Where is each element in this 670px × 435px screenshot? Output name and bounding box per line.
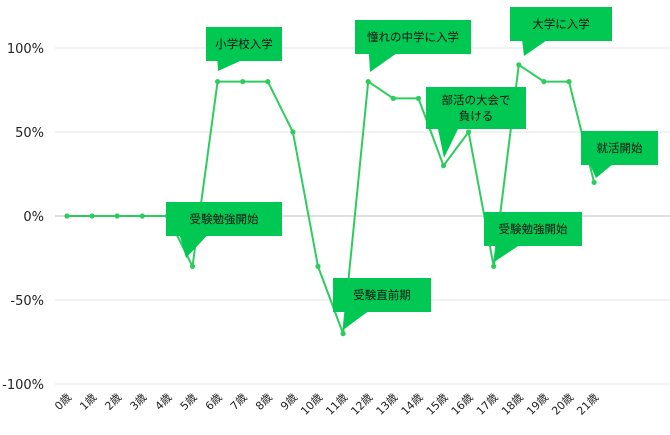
data-point [365,79,371,85]
data-point [215,79,221,85]
x-tick-label: 16歳 [449,391,476,418]
x-tick-label: 1歳 [77,391,99,413]
y-tick-label: -100% [2,378,44,393]
annotation-label: 大学に入学 [532,17,590,31]
data-point [516,62,522,68]
annotation-callout [581,131,658,178]
annotation-label: 受験勉強開始 [190,212,259,226]
data-point [415,95,421,101]
data-point [591,179,597,185]
data-point [566,79,572,85]
x-tick-label: 13歳 [374,391,401,418]
x-tick-label: 10歳 [298,391,325,418]
annotation-callout [355,20,471,72]
x-tick-label: 3歳 [128,391,150,413]
data-point [315,263,321,269]
x-tick-label: 6歳 [203,391,225,413]
data-point [189,263,196,269]
data-point [265,79,271,85]
x-tick-label: 4歳 [153,391,175,413]
data-point [290,129,296,135]
x-tick-label: 20歳 [549,391,576,418]
x-tick-label: 9歳 [278,391,300,413]
y-tick-label: -50% [10,294,44,309]
annotation-callout [510,7,612,56]
annotation-callout [206,27,282,71]
x-tick-label: 5歳 [178,391,200,413]
data-point [114,213,120,219]
x-tick-label: 15歳 [424,391,451,418]
series-line [67,63,596,335]
annotation-callout [166,202,282,258]
data-point [139,213,145,219]
annotation-label: 部活の大会で [442,93,511,107]
data-point [541,79,547,85]
annotation-label: 負ける [459,109,494,123]
x-tick-label: 12歳 [348,391,375,418]
x-tick-label: 11歳 [323,391,350,418]
annotation-callout [484,212,582,262]
data-point [240,79,246,85]
x-tick-label: 8歳 [253,391,275,413]
annotation-label: 憧れの中学に入学 [367,30,459,44]
annotation-label: 就活開始 [597,141,643,155]
x-tick-label: 7歳 [228,391,250,413]
y-tick-label: 100% [7,42,44,57]
annotation-label: 小学校入学 [215,37,273,51]
data-point [390,95,396,101]
annotation-label: 受験勉強開始 [499,222,568,236]
data-point [89,213,95,219]
annotation-callout [426,87,526,158]
x-tick-label: 17歳 [474,391,501,418]
data-point [340,331,346,337]
y-tick-label: 0% [23,210,44,225]
data-point [491,263,497,269]
x-tick-label: 0歳 [52,391,74,413]
x-tick-label: 19歳 [524,391,551,418]
data-point [64,213,70,219]
data-point [466,129,472,135]
x-tick-label: 2歳 [102,391,124,413]
annotation-callout [333,278,431,330]
x-tick-label: 18歳 [499,391,526,418]
data-point [440,163,447,169]
y-tick-label: 50% [15,126,44,141]
x-tick-label: 21歳 [574,391,601,418]
x-tick-label: 14歳 [399,391,426,418]
annotation-label: 受験直前期 [353,288,411,302]
